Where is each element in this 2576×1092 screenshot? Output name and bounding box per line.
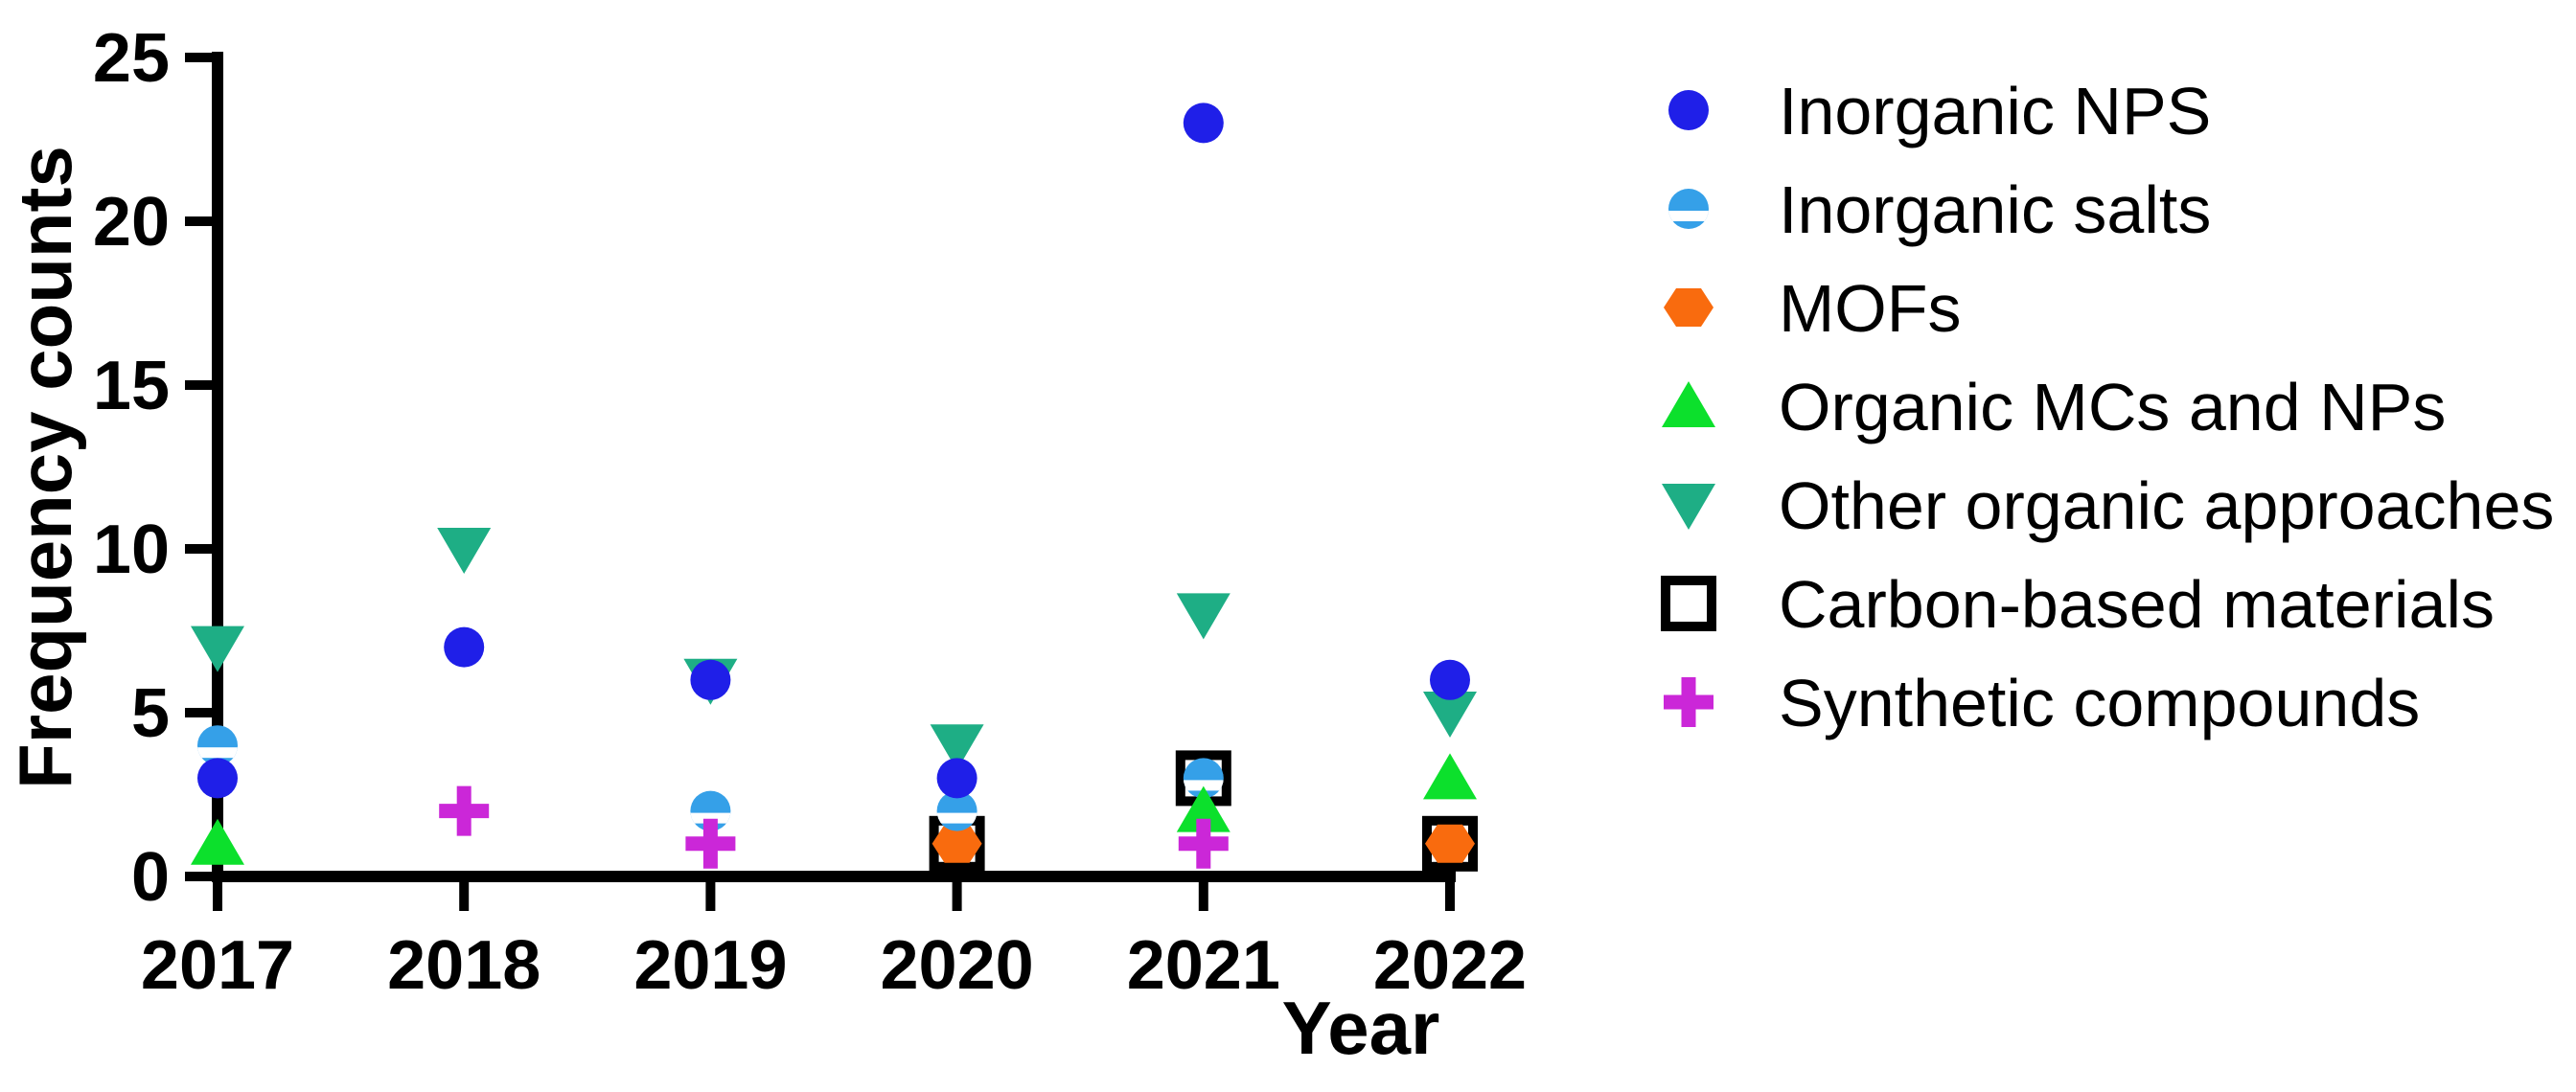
plus-icon — [1664, 677, 1714, 727]
legend-label: MOFs — [1779, 271, 1962, 346]
y-tick-label: 5 — [131, 675, 170, 752]
other-organic-approaches-point — [437, 528, 492, 574]
legend-label: Synthetic compounds — [1779, 666, 2420, 740]
x-tick-label: 2018 — [387, 927, 540, 1004]
y-tick-label: 15 — [93, 348, 170, 424]
legend-item-other-organic-approaches: Other organic approaches — [1662, 468, 2554, 543]
synthetic-compounds-point — [1178, 818, 1229, 869]
inorganic-nps-point — [936, 758, 978, 799]
inorganic-salts-point — [1183, 758, 1224, 799]
y-tick-label: 25 — [93, 20, 170, 97]
inorganic-nps-point — [690, 659, 731, 700]
legend-item-mofs: MOFs — [1664, 271, 1962, 346]
inorganic-nps-point — [1183, 102, 1224, 144]
legend-label: Other organic approaches — [1779, 468, 2554, 543]
inorganic-nps-point — [444, 626, 485, 668]
legend: Inorganic NPS Inorganic salts MOFs Organic … — [1661, 74, 2554, 740]
triangle-up-icon — [1662, 381, 1715, 427]
other-organic-approaches-point — [191, 626, 244, 672]
y-axis-title: Frequency counts — [3, 146, 87, 789]
y-tick-label: 20 — [93, 184, 170, 261]
x-tick-label: 2020 — [881, 927, 1034, 1004]
inorganic-nps-point — [1430, 659, 1470, 700]
open-square-icon — [1661, 576, 1716, 631]
inorganic-salts-point — [690, 790, 731, 831]
inorganic-nps-point — [197, 758, 238, 799]
y-tick-label: 10 — [93, 512, 170, 588]
x-tick-label: 2022 — [1373, 927, 1527, 1004]
other-organic-approaches-point — [1423, 692, 1477, 738]
inorganic-salts-point — [936, 790, 978, 831]
synthetic-compounds-point — [685, 818, 736, 869]
x-tick-label: 2021 — [1127, 927, 1280, 1004]
legend-item-inorganic-salts: Inorganic salts — [1668, 172, 2211, 247]
inorganic-salts-point — [197, 725, 238, 766]
other-organic-approaches-point — [1176, 593, 1230, 640]
x-tick-label: 2017 — [141, 927, 294, 1004]
organic-mcs-and-nps-point — [191, 818, 244, 865]
triangle-down-icon — [1662, 484, 1715, 530]
x-tick-label: 2019 — [633, 927, 787, 1004]
x-axis-title: Year — [1282, 986, 1440, 1070]
hexagon-icon — [1664, 288, 1714, 327]
legend-item-organic-mcs-and-nps: Organic MCs and NPs — [1662, 370, 2446, 444]
other-organic-approaches-point — [930, 724, 984, 771]
legend-item-carbon-based-materials: Carbon-based materials — [1661, 567, 2495, 642]
filled-circle-icon — [1668, 90, 1709, 130]
legend-label: Organic MCs and NPs — [1779, 370, 2446, 444]
legend-label: Inorganic salts — [1779, 172, 2211, 247]
organic-mcs-and-nps-point — [1176, 785, 1230, 832]
legend-label: Carbon-based materials — [1779, 567, 2495, 642]
y-tick-label: 0 — [131, 839, 170, 916]
synthetic-compounds-point — [439, 785, 490, 836]
legend-item-inorganic-nps: Inorganic NPS — [1668, 74, 2211, 148]
mofs-point — [932, 824, 982, 863]
legend-item-synthetic-compounds: Synthetic compounds — [1664, 666, 2420, 740]
legend-label: Inorganic NPS — [1779, 74, 2211, 148]
organic-mcs-and-nps-point — [1423, 753, 1477, 800]
mofs-point — [1425, 824, 1475, 863]
half-filled-circle-icon — [1668, 189, 1709, 229]
